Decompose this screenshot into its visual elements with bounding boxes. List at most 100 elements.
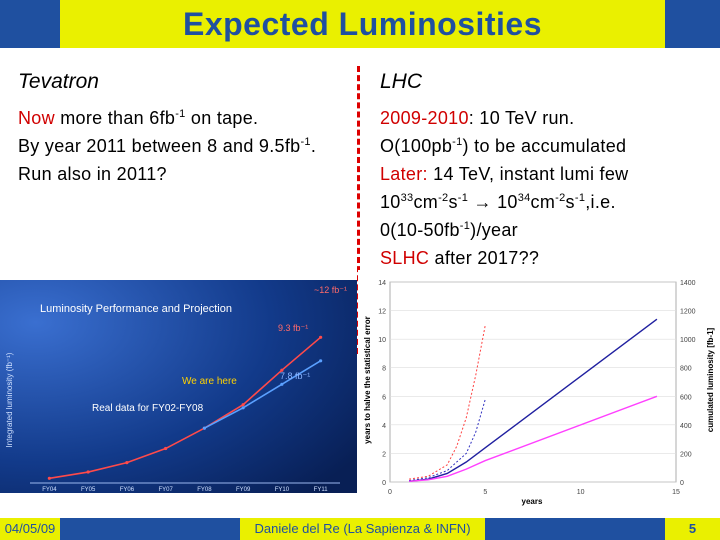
annotation-12fb: ~12 fb⁻¹ xyxy=(314,285,347,295)
tev-x-tick-label: FY08 xyxy=(197,487,212,493)
footer-author: Daniele del Re (La Sapienza & INFN) xyxy=(240,518,485,540)
line-text: 14 TeV, instant lumi few xyxy=(427,164,629,184)
lhc-y-tick-label: 8 xyxy=(382,366,386,373)
tev-data-point xyxy=(86,470,90,474)
lhc-y2-tick-label: 1200 xyxy=(680,309,696,316)
line-text: 0(10-50fb xyxy=(380,220,460,240)
lhc-y2-tick-label: 1000 xyxy=(680,337,696,344)
tev-x-tick-label: FY06 xyxy=(120,487,135,493)
tevatron-heading: Tevatron xyxy=(18,70,99,93)
superscript: -1 xyxy=(457,192,469,204)
lhc-y-tick-label: 4 xyxy=(382,423,386,430)
lhc-plot-area: 0 2 4 6 8 10 12 14 0 200 400 600 800 1000 1200 1400 0 5 10… xyxy=(378,280,695,496)
lhc-projection-chart: 0 2 4 6 8 10 12 14 0 200 400 600 800 1000 1200 1400 0 5 10… xyxy=(358,270,720,506)
tevatron-line-2: By year 2011 between 8 and 9.5fb-1. xyxy=(18,132,316,160)
lhc-y-tick-label: 14 xyxy=(378,280,386,287)
line-text: 10 xyxy=(380,192,401,212)
lhc-x-tick-label: 0 xyxy=(388,489,392,496)
superscript: -2 xyxy=(438,192,449,204)
tev-y-label: Integrated luminosity (fb⁻¹) xyxy=(5,352,14,447)
tev-data-point xyxy=(164,446,168,451)
tev-data-point xyxy=(319,359,323,363)
later-label: Later: xyxy=(380,164,428,184)
tev-data-point xyxy=(241,406,245,410)
line-text: s xyxy=(448,192,458,212)
column-divider xyxy=(357,66,360,354)
line-text: after 2017?? xyxy=(429,248,540,268)
line-text: : 10 TeV run. xyxy=(468,108,575,128)
annotation-we-are-here: We are here xyxy=(182,376,237,387)
tev-x-tick-label: FY11 xyxy=(314,487,329,493)
lhc-series-line-2 xyxy=(408,399,486,482)
tevatron-luminosity-chart: Luminosity Performance and Projection In… xyxy=(0,280,357,493)
line-text: on tape. xyxy=(185,108,259,128)
lhc-y-tick-label: 6 xyxy=(382,394,386,401)
lhc-text: 2009-2010: 10 TeV run. O(100pb-1) to be … xyxy=(380,104,628,272)
lhc-y2-label: cumulated luminosity [fb-1] xyxy=(706,327,715,432)
superscript: -1 xyxy=(574,192,586,204)
annotation-9-3fb: 9.3 fb⁻¹ xyxy=(278,323,308,333)
lhc-y2-tick-label: 400 xyxy=(680,423,692,430)
lhc-x-label: years xyxy=(522,497,543,506)
lhc-line-6: SLHC after 2017?? xyxy=(380,244,628,272)
line-text: → 10 xyxy=(468,192,518,212)
lhc-line-3: Later: 14 TeV, instant lumi few xyxy=(380,160,628,188)
line-text: ,i.e. xyxy=(585,192,616,212)
lhc-y-tick-label: 2 xyxy=(382,451,386,458)
superscript: 33 xyxy=(400,192,414,204)
lhc-line-4: 1033cm-2s-1 → 1034cm-2s-1,i.e. xyxy=(380,188,628,216)
lhc-line-1: 2009-2010: 10 TeV run. xyxy=(380,104,628,132)
tev-x-tick-label: FY10 xyxy=(275,487,290,493)
lhc-line-5: 0(10-50fb-1)/year xyxy=(380,216,628,244)
lhc-x-tick-label: 10 xyxy=(577,489,585,496)
tev-series-line-2 xyxy=(204,360,322,429)
tev-data-point xyxy=(125,461,129,465)
tev-series-line-1 xyxy=(49,336,322,480)
annotation-7-8fb: 7.8 fb⁻¹ xyxy=(280,371,310,381)
superscript: -1 xyxy=(452,136,463,148)
lhc-y-tick-label: 10 xyxy=(378,337,386,344)
now-label: Now xyxy=(18,108,55,128)
line-text: By year 2011 between 8 and 9.5fb xyxy=(18,136,301,156)
line-text: cm xyxy=(530,192,556,212)
superscript: -1 xyxy=(300,136,311,148)
lhc-y2-tick-label: 600 xyxy=(680,394,692,401)
tev-data-point xyxy=(280,382,284,386)
lhc-x-tick-label: 15 xyxy=(672,489,680,496)
tev-chart-title: Luminosity Performance and Projection xyxy=(40,303,232,315)
line-text: s xyxy=(565,192,575,212)
line-text: ) to be accumulated xyxy=(462,136,627,156)
annotation-real-data: Real data for FY02-FY08 xyxy=(92,403,204,414)
page-number: 5 xyxy=(665,518,720,540)
slhc-label: SLHC xyxy=(380,248,430,268)
tev-x-tick-label: FY09 xyxy=(236,487,251,493)
lhc-y2-tick-label: 0 xyxy=(680,480,684,487)
line-text: more than 6fb xyxy=(54,108,176,128)
superscript: -2 xyxy=(555,192,566,204)
chart-background xyxy=(0,280,357,493)
title-box: Expected Luminosities xyxy=(60,0,665,48)
lhc-y-tick-label: 12 xyxy=(378,309,386,316)
superscript: -1 xyxy=(459,220,471,232)
tev-data-point xyxy=(319,335,323,339)
lhc-y2-tick-label: 1400 xyxy=(680,280,696,287)
line-text: )/year xyxy=(470,220,518,240)
lhc-y2-tick-label: 800 xyxy=(680,366,692,373)
lhc-heading: LHC xyxy=(380,70,423,93)
lhc-y2-tick-label: 200 xyxy=(680,451,692,458)
lhc-line-2: O(100pb-1) to be accumulated xyxy=(380,132,628,160)
tev-data-point xyxy=(202,426,206,430)
tev-data-point xyxy=(241,403,245,407)
line-text: Run also in 2011? xyxy=(18,164,167,184)
lhc-y-tick-label: 0 xyxy=(382,480,386,487)
lhc-series-line-3 xyxy=(408,318,658,482)
tev-x-tick-label: FY07 xyxy=(158,487,173,493)
tev-plot-area: FY04 FY05 FY06 FY07 FY08 FY09 FY10 FY11 xyxy=(30,335,340,493)
slide-title: Expected Luminosities xyxy=(182,5,543,42)
line-text: O(100pb xyxy=(380,136,453,156)
footer-date: 04/05/09 xyxy=(0,518,60,540)
title-band: Expected Luminosities xyxy=(0,0,720,48)
superscript: -1 xyxy=(175,108,186,120)
lhc-series-line-1 xyxy=(408,324,486,480)
tevatron-line-1: Now more than 6fb-1 on tape. xyxy=(18,104,316,132)
